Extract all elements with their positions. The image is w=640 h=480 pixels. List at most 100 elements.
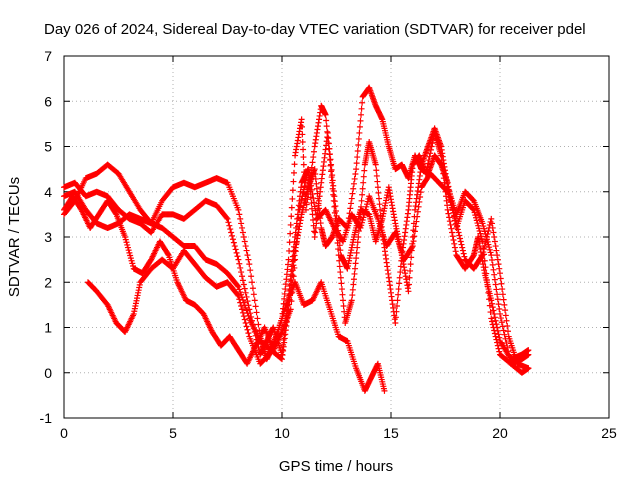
data-point [124,244,131,251]
data-point [289,195,296,202]
data-point [310,217,317,224]
data-point [364,201,371,208]
data-point [338,280,345,287]
data-point [234,291,241,298]
data-point [350,180,357,187]
data-point [238,269,245,276]
data-point [301,183,308,190]
data-point [226,222,233,229]
data-point [250,291,257,298]
data-point [363,203,370,210]
data-point [444,206,451,213]
data-point [237,299,244,306]
data-point [360,173,367,180]
data-point [480,223,487,230]
data-point [486,302,493,309]
data-point [493,247,500,254]
x-tick-label: 10 [274,425,290,441]
x-tick-label: 25 [601,425,617,441]
data-point [323,117,330,124]
data-point [483,237,490,244]
data-point [446,218,453,225]
data-point [347,205,354,212]
data-point [479,220,486,227]
data-point [483,276,490,283]
data-point [374,184,381,191]
data-point [414,208,421,215]
data-point [240,313,247,320]
data-point [290,169,297,176]
data-point [498,280,505,287]
data-point [496,265,503,272]
data-point [223,214,230,221]
data-point [112,210,119,217]
data-point [233,249,240,256]
data-point [373,172,380,179]
data-point [411,233,418,240]
data-point [481,225,488,232]
data-point [492,281,499,288]
data-point [300,154,307,161]
data-point [414,213,421,220]
data-point [475,225,482,232]
data-point [494,291,501,298]
data-point [374,178,381,185]
data-point [362,206,369,213]
data-point [312,207,319,214]
data-point [238,220,245,227]
data-point [323,123,330,130]
data-point [236,211,243,218]
data-point [479,252,486,259]
data-point [227,226,234,233]
data-point [130,263,137,270]
data-point [443,187,450,194]
data-point [376,195,383,202]
x-tick-label: 0 [60,425,68,441]
data-point [246,306,253,313]
data-point [358,111,365,118]
data-point [416,198,423,205]
data-point [481,243,488,250]
data-point [290,178,297,185]
data-point [328,166,335,173]
data-point [451,212,458,219]
data-point [359,191,366,198]
data-point [497,270,503,277]
data-point [488,315,495,322]
data-point [506,352,513,359]
data-point [377,206,384,213]
data-point [498,319,505,326]
y-tick-label: 3 [44,229,52,245]
data-point [361,167,368,174]
data-point [478,253,485,260]
data-point [246,261,253,268]
data-point [353,166,360,173]
data-point [491,314,498,321]
data-point [494,252,501,259]
data-point [427,150,434,157]
data-point [305,166,312,173]
data-point [129,260,136,267]
data-point [308,186,315,193]
data-point [449,233,456,240]
data-point [488,252,495,259]
data-point [487,309,494,316]
x-tick-label: 5 [169,425,177,441]
data-point [481,257,488,264]
data-point [338,286,345,293]
data-point [407,267,414,274]
data-point [278,355,285,362]
data-point [459,244,466,251]
data-point [449,204,456,211]
data-point [248,273,255,280]
data-point [361,209,368,216]
data-point [358,105,365,112]
y-tick-label: 1 [44,320,52,336]
chart-title: Day 026 of 2024, Sidereal Day-to-day VTE… [44,21,586,38]
x-tick-label: 15 [383,425,399,441]
y-tick-label: 6 [44,93,52,109]
data-point [393,303,400,310]
data-point [293,240,300,247]
data-point [494,256,501,263]
data-point [353,249,360,256]
